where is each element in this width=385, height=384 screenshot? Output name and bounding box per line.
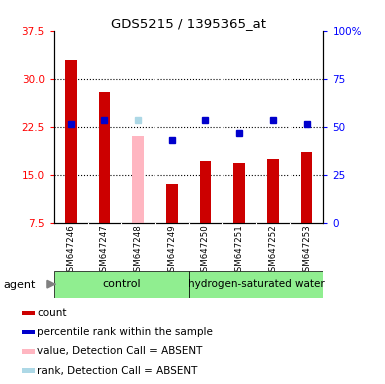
Text: GSM647252: GSM647252 (268, 224, 277, 277)
Text: rank, Detection Call = ABSENT: rank, Detection Call = ABSENT (37, 366, 198, 376)
Text: GSM647247: GSM647247 (100, 224, 109, 277)
Bar (22, 368, 35, 373)
Text: GSM647248: GSM647248 (134, 224, 142, 277)
Bar (166, 184, 178, 223)
Title: GDS5215 / 1395365_at: GDS5215 / 1395365_at (111, 17, 266, 30)
Bar (233, 163, 245, 223)
Text: percentile rank within the sample: percentile rank within the sample (37, 327, 213, 337)
Text: count: count (37, 308, 67, 318)
Text: GSM647253: GSM647253 (302, 224, 311, 277)
Bar (189, 271, 323, 298)
Bar (22, 330, 35, 334)
Text: GSM647251: GSM647251 (235, 224, 244, 277)
Bar (132, 136, 144, 223)
Text: agent: agent (4, 280, 36, 290)
Bar (65, 60, 77, 223)
Bar (22, 349, 35, 354)
Text: value, Detection Call = ABSENT: value, Detection Call = ABSENT (37, 346, 203, 356)
Bar (199, 161, 211, 223)
Bar (22, 311, 35, 315)
Text: GSM647246: GSM647246 (66, 224, 75, 277)
Bar (54, 271, 189, 298)
Bar (267, 159, 279, 223)
Text: hydrogen-saturated water: hydrogen-saturated water (187, 279, 325, 289)
Text: control: control (102, 279, 141, 289)
Text: GSM647249: GSM647249 (167, 224, 176, 277)
Text: GSM647250: GSM647250 (201, 224, 210, 277)
Bar (301, 152, 313, 223)
Bar (99, 91, 110, 223)
